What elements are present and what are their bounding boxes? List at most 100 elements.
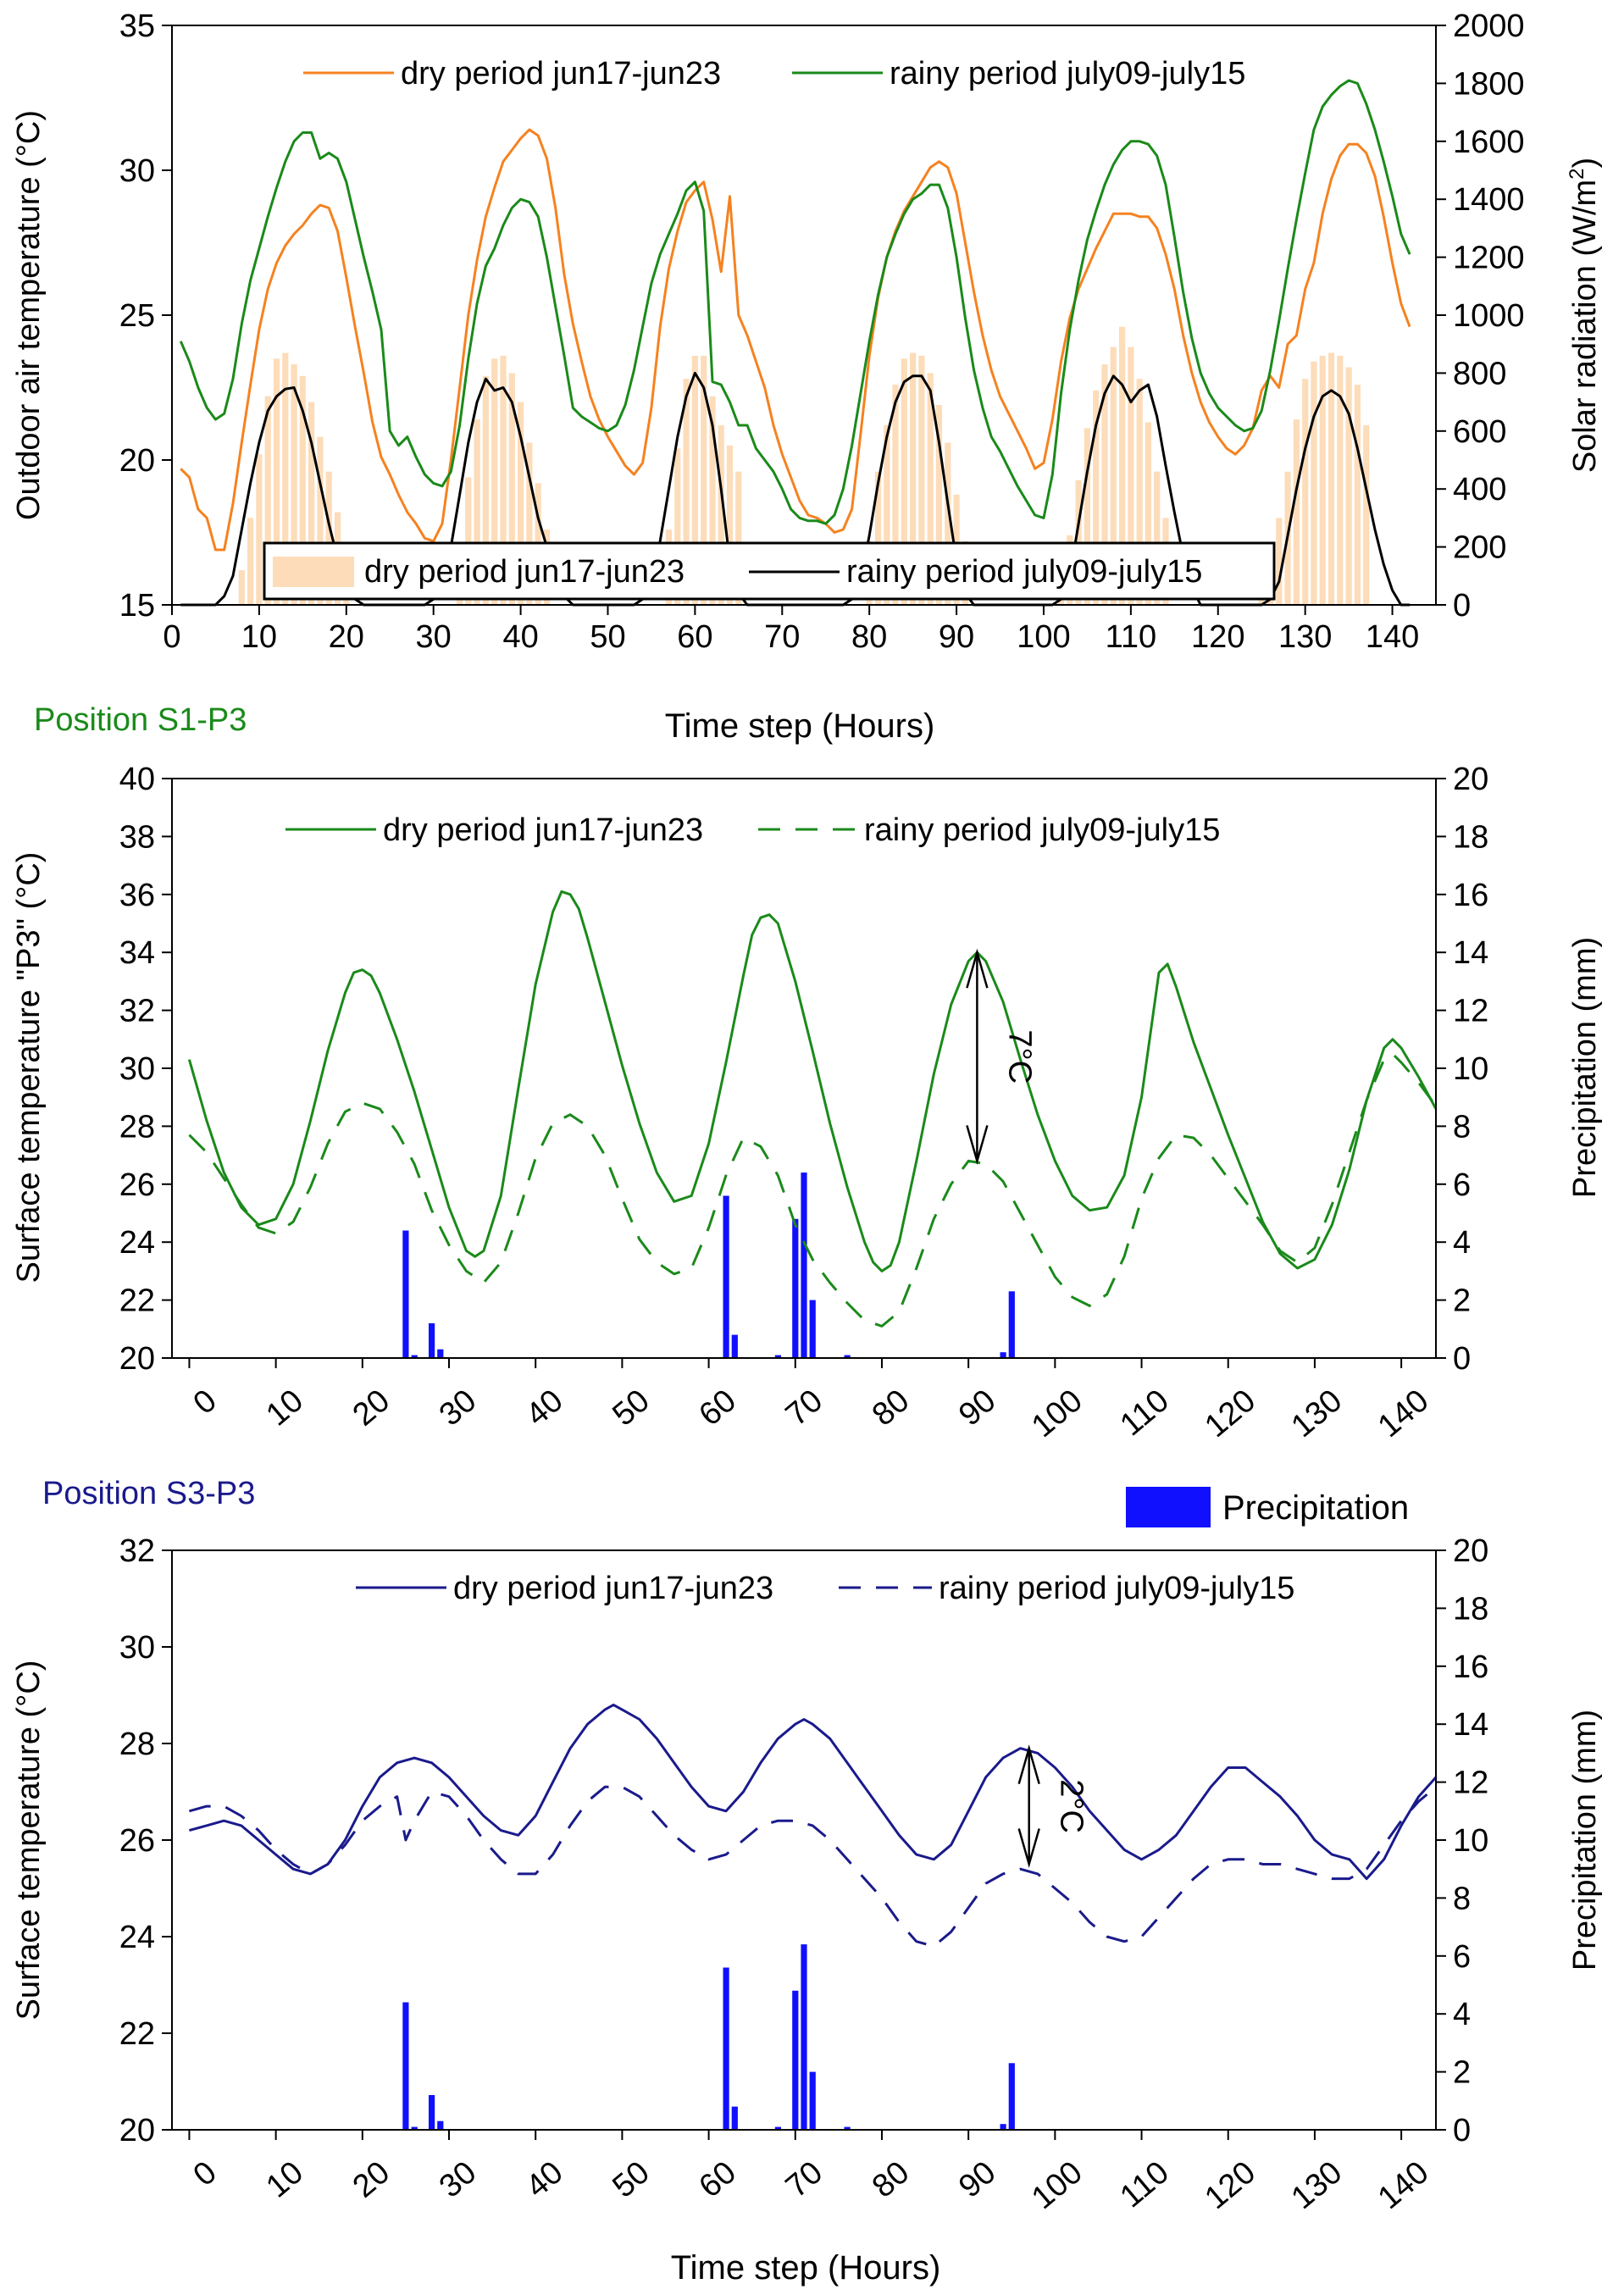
y2-tick-label-14: 14: [1453, 1707, 1488, 1743]
x-tick-label-80: 80: [851, 619, 887, 655]
x-tick-label-60: 60: [693, 2154, 743, 2204]
bar-dry-period-jun17-jun23-110: [1128, 346, 1134, 605]
y-tick-label-35: 35: [119, 8, 155, 44]
x-tick-label-30: 30: [416, 619, 452, 655]
series-line-navy-0: [188, 1703, 1438, 1881]
legend-dry-solid-label: dry period jun17-jun23: [453, 1571, 773, 1606]
bar-dry-period-jun17-jun23-58: [674, 448, 681, 605]
x-tick-label-110: 110: [1106, 619, 1157, 655]
y-tick-label-15: 15: [119, 588, 155, 624]
panel-3-series: [188, 1703, 1438, 1948]
annotation-arrow-head-bottom: [966, 1125, 989, 1165]
bar-dry-period-jun17-jun23-135: [1345, 367, 1352, 605]
bar-dry-period-jun17-jun23-129: [1293, 419, 1300, 605]
x-tick-label-120: 120: [1199, 1383, 1263, 1444]
series-line-green-0: [187, 890, 1438, 1272]
annotation-arrow-head-bottom: [1017, 1828, 1040, 1869]
x-tick-label-40: 40: [519, 2154, 569, 2204]
y2-tick-label-2000: 2000: [1453, 8, 1525, 44]
y2-tick-label-200: 200: [1453, 530, 1506, 566]
x-tick-label-140: 140: [1372, 2154, 1436, 2216]
y2-tick-label-400: 400: [1453, 472, 1506, 507]
y-tick-label-25: 25: [119, 298, 155, 334]
x-tick-label-140: 140: [1372, 1383, 1436, 1444]
x-tick-label-50: 50: [590, 619, 625, 655]
bar-precipitation-76: [844, 2126, 851, 2130]
bar-dry-period-jun17-jun23-82: [884, 425, 890, 605]
x-tick-label-70: 70: [779, 2154, 829, 2204]
bar-dry-period-jun17-jun23-64: [726, 445, 734, 605]
y2-tick-label-4: 4: [1453, 1225, 1471, 1261]
x-tick-label-120: 120: [1199, 2154, 1263, 2216]
y2-tick-label-1600: 1600: [1453, 125, 1525, 160]
x-tick-label-20: 20: [346, 2154, 396, 2204]
y2-tick-label-1800: 1800: [1453, 66, 1525, 102]
panel-3-y-ticks: 20 22 24 26 28 30 32: [119, 1533, 172, 2148]
panel-1-legend-bottom: dry period jun17-jun23 rainy period july…: [263, 541, 1276, 601]
bar-precipitation-95: [1008, 1291, 1015, 1358]
x-tick-label-110: 110: [1113, 1383, 1175, 1443]
bar-dry-period-jun17-jun23-14: [291, 364, 297, 605]
x-tick-label-40: 40: [519, 1383, 569, 1433]
bar-dry-period-jun17-jun23-107: [1101, 364, 1108, 605]
annotation-arrow-head-top: [966, 948, 989, 989]
y2-tick-label-0: 0: [1453, 2113, 1471, 2148]
bar-dry-period-jun17-jun23-88: [935, 405, 943, 605]
bar-precipitation-63: [731, 1334, 738, 1358]
bar-dry-period-jun17-jun23-59: [683, 379, 690, 605]
panel-2-x-ticks: 0 10 20 30 40 50 60 70 80 90 100 110 120 130 140: [187, 1358, 1436, 1444]
panel-3-y2-ticks: 0 2 4 6 8 10 12 14 16 18 20: [1436, 1533, 1488, 2148]
bar-dry-period-jun17-jun23-40: [518, 402, 524, 605]
bar-dry-period-jun17-jun23-111: [1136, 379, 1143, 605]
y2-tick-label-600: 600: [1453, 414, 1506, 450]
y2-tick-label-6: 6: [1453, 1939, 1471, 1975]
y-tick-label-40: 40: [119, 762, 155, 797]
bar-dry-period-jun17-jun23-109: [1119, 326, 1126, 605]
y-tick-label-30: 30: [119, 1630, 155, 1666]
bar-precipitation-95: [1008, 2063, 1015, 2130]
bar-precipitation-70: [792, 1218, 799, 1358]
y-tick-label-22: 22: [119, 2016, 155, 2052]
y2-tick-label-12: 12: [1453, 1766, 1488, 1801]
y2-tick-label-18: 18: [1453, 819, 1488, 855]
bar-precipitation-94: [1000, 2124, 1006, 2130]
x-tick-label-140: 140: [1366, 619, 1419, 655]
y-tick-label-30: 30: [119, 153, 155, 189]
bar-dry-period-jun17-jun23-105: [1084, 428, 1090, 605]
bar-precipitation-68: [774, 2126, 781, 2130]
panel-3-surface-temperature-s3-p3: Position S3-P3 Precipitation 2°C 0 10 20 30…: [11, 1476, 1603, 2287]
x-tick-label-80: 80: [866, 1383, 916, 1433]
panel-1-series: [179, 79, 1411, 607]
x-tick-label-50: 50: [606, 1383, 656, 1433]
y-tick-label-26: 26: [119, 1167, 155, 1203]
x-tick-label-130: 130: [1285, 2154, 1350, 2216]
bar-dry-period-jun17-jun23-133: [1327, 352, 1335, 605]
x-tick-label-100: 100: [1025, 2154, 1089, 2216]
bar-precipitation-25: [402, 2002, 409, 2130]
bar-precipitation-29: [437, 1349, 444, 1358]
annotation-arrow-head-top: [1017, 1744, 1040, 1785]
x-tick-label-100: 100: [1017, 619, 1070, 655]
bar-dry-period-jun17-jun23-113: [1154, 471, 1161, 605]
annotation-label: 7°C: [1001, 1029, 1037, 1084]
y-tick-label-36: 36: [119, 878, 155, 913]
bar-dry-period-jun17-jun23-35: [474, 419, 480, 605]
y2-tick-label-20: 20: [1453, 1533, 1488, 1569]
bar-precipitation-68: [774, 1355, 781, 1358]
bar-dry-period-jun17-jun23-108: [1110, 346, 1117, 605]
y-tick-label-28: 28: [119, 1727, 155, 1762]
bar-precipitation-76: [844, 1355, 851, 1358]
x-tick-label-0: 0: [163, 619, 180, 655]
x-tick-label-0: 0: [187, 1383, 224, 1422]
y2-tick-label-8: 8: [1453, 1881, 1471, 1916]
y2-tick-label-2: 2: [1453, 1283, 1471, 1319]
panel-2-legend: dry period jun17-jun23 rainy period july…: [285, 812, 1220, 848]
panel-2-surface-temperature-s1-p3: Position S1-P3 7°C 0 10 20 30 40 50 60 70 80 90 10…: [11, 702, 1603, 1444]
bar-dry-period-jun17-jun23-134: [1337, 355, 1344, 605]
panel-3-x-ticks: 0 10 20 30 40 50 60 70 80 90 100 110 120 130 140: [187, 2130, 1436, 2216]
bar-dry-period-jun17-jun23-38: [500, 355, 507, 605]
bar-dry-period-jun17-jun23-63: [718, 425, 724, 605]
y2-tick-label-20: 20: [1453, 762, 1488, 797]
x-tick-label-30: 30: [433, 1383, 483, 1433]
x-tick-label-90: 90: [952, 2154, 1002, 2204]
